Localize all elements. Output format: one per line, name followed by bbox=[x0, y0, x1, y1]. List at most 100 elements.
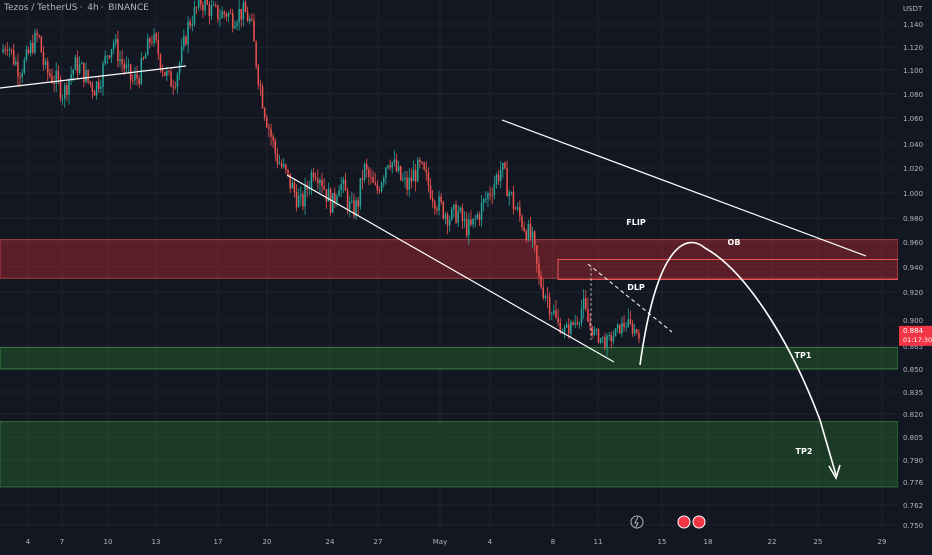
candle bbox=[572, 322, 574, 325]
candle bbox=[159, 54, 162, 69]
candle bbox=[19, 76, 21, 78]
candle bbox=[251, 18, 253, 21]
candle bbox=[183, 36, 185, 48]
annotation-dlp[interactable]: DLP bbox=[627, 283, 645, 292]
candle bbox=[527, 223, 530, 240]
lightning-event-icon[interactable] bbox=[630, 515, 644, 529]
candle bbox=[472, 218, 474, 225]
candle bbox=[542, 287, 544, 298]
candle bbox=[210, 5, 213, 17]
y-tick-label: 0.940 bbox=[903, 264, 923, 272]
candle bbox=[110, 48, 113, 58]
candle bbox=[32, 42, 34, 53]
current-price-tag[interactable] bbox=[899, 325, 932, 346]
annotation-tp1[interactable]: TP1 bbox=[795, 351, 812, 360]
candle bbox=[510, 192, 513, 194]
annotation-ob[interactable]: OB bbox=[728, 238, 741, 247]
candle bbox=[59, 78, 62, 99]
lightning-bolt-icon bbox=[634, 516, 639, 528]
zone-tp2[interactable] bbox=[0, 421, 899, 488]
time-axis[interactable]: 4 7 10 13 17 20 24 27 May 4 8 11 15 18 22 25 29 bbox=[0, 531, 932, 550]
candle bbox=[270, 128, 272, 137]
candle bbox=[602, 336, 604, 338]
candle bbox=[451, 209, 453, 220]
candle bbox=[329, 189, 332, 213]
earnings-event-icon[interactable] bbox=[677, 515, 691, 529]
candle bbox=[351, 200, 353, 202]
candle bbox=[6, 50, 9, 52]
candle bbox=[502, 162, 504, 170]
candle bbox=[504, 162, 506, 169]
candle bbox=[580, 309, 583, 323]
x-tick-label: 24 bbox=[326, 538, 335, 546]
candle bbox=[144, 55, 147, 59]
candle bbox=[382, 177, 385, 183]
lower-channel-trendline[interactable] bbox=[286, 174, 615, 363]
candle bbox=[257, 66, 260, 85]
candle bbox=[348, 201, 351, 210]
projection-curve[interactable] bbox=[639, 241, 821, 421]
earnings-event-icon-2[interactable] bbox=[692, 515, 706, 529]
candle bbox=[597, 329, 600, 343]
candle bbox=[121, 58, 123, 64]
candle bbox=[493, 184, 496, 196]
candle bbox=[589, 321, 591, 327]
interval-label[interactable]: 4h bbox=[87, 3, 99, 13]
annotation-flip[interactable]: FLIP bbox=[626, 218, 646, 227]
candle bbox=[623, 322, 625, 328]
candle bbox=[574, 322, 576, 325]
drawings-layer bbox=[0, 65, 867, 480]
candle bbox=[219, 17, 221, 20]
candle bbox=[78, 64, 81, 73]
candle bbox=[489, 193, 491, 196]
candle bbox=[536, 245, 538, 264]
annotation-labels: FLIP OB DLP TP1 TP2 bbox=[626, 218, 812, 456]
candle bbox=[340, 184, 342, 191]
candle bbox=[327, 189, 330, 202]
candle bbox=[446, 214, 449, 226]
candle bbox=[310, 172, 313, 189]
annotation-tp2[interactable]: TP2 bbox=[796, 447, 813, 456]
candle bbox=[540, 275, 542, 288]
candle bbox=[115, 39, 117, 43]
candle bbox=[146, 38, 149, 56]
candle bbox=[378, 190, 381, 192]
candle bbox=[523, 227, 525, 231]
candle bbox=[338, 190, 340, 197]
price-axis[interactable]: USDT 1.140 1.120 1.100 1.080 1.060 1.040 1.020 1… bbox=[898, 0, 932, 550]
candle bbox=[23, 59, 26, 73]
candle bbox=[197, 0, 200, 8]
candle bbox=[342, 179, 345, 185]
candle bbox=[363, 164, 366, 180]
candle bbox=[217, 5, 219, 20]
x-tick-label: 4 bbox=[488, 538, 493, 546]
candle bbox=[380, 182, 383, 192]
candle bbox=[38, 35, 40, 37]
candle bbox=[117, 39, 119, 62]
candle bbox=[438, 196, 440, 211]
candle bbox=[236, 22, 238, 27]
candle bbox=[21, 72, 23, 78]
support-trendline[interactable] bbox=[0, 65, 187, 89]
symbol-name[interactable]: Tezos / TetherUS bbox=[4, 3, 78, 13]
candle bbox=[138, 78, 140, 84]
zone-ob[interactable] bbox=[557, 259, 899, 280]
candle bbox=[225, 13, 228, 17]
candle bbox=[63, 85, 66, 99]
quote-currency-label: USDT bbox=[903, 5, 923, 13]
candle bbox=[361, 178, 364, 180]
candle bbox=[4, 49, 6, 51]
zone-tp1[interactable] bbox=[0, 347, 899, 370]
y-tick-label: 0.776 bbox=[903, 479, 924, 487]
candle bbox=[195, 7, 198, 8]
candle bbox=[276, 153, 279, 164]
candle bbox=[157, 39, 160, 55]
candle bbox=[61, 98, 64, 100]
upper-trendline[interactable] bbox=[501, 119, 867, 257]
candle bbox=[414, 170, 417, 182]
candle bbox=[595, 329, 598, 331]
candle bbox=[397, 166, 400, 171]
candle bbox=[638, 332, 640, 339]
